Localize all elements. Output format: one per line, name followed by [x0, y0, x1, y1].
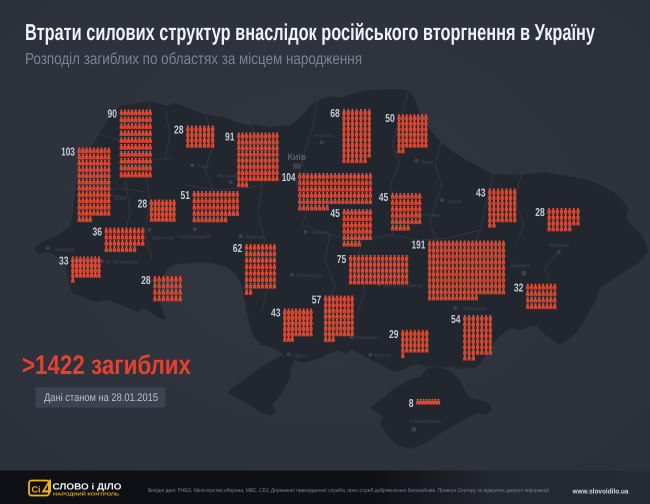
svg-text:Запоріжжя: Запоріжжя: [462, 306, 487, 312]
svg-text:51: 51: [181, 190, 191, 202]
svg-text:33: 33: [59, 255, 69, 267]
svg-text:Сі: Сі: [32, 484, 41, 494]
svg-text:Донецьк: Донецьк: [511, 263, 531, 269]
svg-text:Кіровоград: Кіровоград: [296, 273, 321, 279]
svg-text:45: 45: [379, 192, 389, 204]
svg-text:Луцьк: Луцьк: [128, 120, 142, 126]
svg-text:54: 54: [451, 314, 461, 326]
svg-text:28: 28: [174, 125, 184, 137]
svg-text:Дані станом на 28.01.2015: Дані станом на 28.01.2015: [44, 392, 158, 404]
svg-text:Розподіл загиблих по областях: Розподіл загиблих по областях за місцем …: [25, 51, 362, 68]
svg-text:75: 75: [337, 254, 347, 266]
svg-text:36: 36: [93, 227, 103, 239]
svg-text:Тернопіль: Тернопіль: [151, 236, 175, 242]
svg-text:Вихідні дані: РНБО, Міністерс: Вихідні дані: РНБО, Міністерства оборони…: [148, 488, 549, 494]
svg-text:Дніпропетровськ: Дніпропетровськ: [384, 283, 423, 289]
svg-text:Миколаїв: Миколаїв: [355, 335, 377, 341]
svg-text:91: 91: [225, 132, 235, 144]
svg-text:Черкаси: Черкаси: [310, 230, 329, 236]
svg-text:103: 103: [61, 146, 75, 158]
svg-text:Київ: Київ: [288, 152, 307, 163]
svg-text:50: 50: [385, 113, 395, 125]
svg-text:>1422 загиблих: >1422 загиблих: [22, 350, 191, 380]
svg-text:68: 68: [330, 108, 340, 120]
svg-text:Харків: Харків: [447, 199, 462, 205]
svg-text:Чернігів: Чернігів: [314, 133, 333, 139]
svg-text:29: 29: [389, 329, 399, 341]
svg-text:Житомир: Житомир: [217, 174, 239, 180]
svg-text:191: 191: [412, 240, 426, 252]
svg-text:43: 43: [271, 308, 281, 320]
svg-text:62: 62: [233, 243, 243, 255]
svg-text:8: 8: [409, 398, 414, 410]
svg-text:Херсон: Херсон: [374, 353, 391, 359]
svg-text:32: 32: [514, 283, 524, 295]
svg-text:Ужгород: Ужгород: [55, 247, 74, 253]
svg-text:www.slovoidilo.ua: www.slovoidilo.ua: [572, 488, 629, 496]
svg-text:Суми: Суми: [421, 160, 433, 166]
svg-text:Втрати силових структур внаслі: Втрати силових структур внаслідок російс…: [25, 19, 595, 45]
svg-text:Сімферополь: Сімферополь: [410, 419, 442, 425]
svg-text:Луганськ: Луганськ: [549, 243, 570, 249]
svg-text:104: 104: [282, 172, 296, 184]
svg-text:90: 90: [108, 109, 118, 121]
svg-text:Вінниця: Вінниця: [246, 235, 265, 241]
svg-text:Львів: Львів: [114, 196, 127, 202]
svg-text:Хмельницький: Хмельницький: [177, 234, 211, 240]
svg-text:57: 57: [312, 295, 322, 307]
svg-text:43: 43: [476, 188, 486, 200]
svg-text:Ів.-Франківськ: Ів.-Франківськ: [106, 260, 139, 266]
svg-text:Чернівці: Чернівці: [151, 279, 170, 285]
svg-text:НАРОДНИЙ КОНТРОЛЬ: НАРОДНИЙ КОНТРОЛЬ: [53, 492, 119, 497]
svg-text:СЛОВО і ДІЛО: СЛОВО і ДІЛО: [53, 482, 122, 492]
svg-text:Рівне: Рівне: [197, 164, 210, 170]
svg-text:28: 28: [141, 275, 151, 287]
svg-text:28: 28: [535, 207, 545, 219]
svg-text:45: 45: [330, 208, 340, 220]
svg-text:28: 28: [138, 199, 148, 211]
svg-text:Полтава: Полтава: [421, 213, 441, 219]
svg-text:Одеса: Одеса: [293, 353, 308, 359]
